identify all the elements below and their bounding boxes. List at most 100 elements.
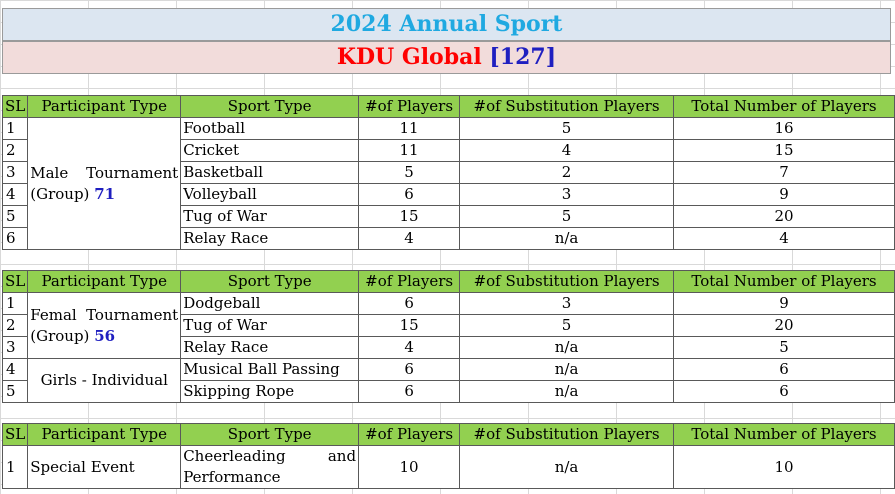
cell-subs[interactable]: n/a	[459, 227, 674, 250]
header-players[interactable]: #of Players	[358, 423, 461, 446]
cell-sport[interactable]: Basketball	[180, 161, 360, 184]
header-sl[interactable]: SL	[1, 95, 29, 118]
cell-total[interactable]: 5	[673, 336, 895, 359]
cell-participant-type[interactable]: Girls - Individual	[27, 358, 182, 403]
cell-subs[interactable]: 5	[459, 314, 675, 337]
header-substitution-players[interactable]: #of Substitution Players	[459, 423, 675, 446]
cell-sport[interactable]: Tug of War	[180, 314, 360, 337]
cell-sl[interactable]: 3	[1, 336, 29, 359]
cell-sl[interactable]: 2	[1, 139, 29, 162]
cell-subs[interactable]: n/a	[459, 445, 675, 489]
table-row: 6 Relay Race 4 n/a 4	[1, 227, 895, 250]
cell-sl[interactable]: 3	[1, 161, 29, 184]
cell-total[interactable]: 16	[673, 117, 895, 140]
cell-sl[interactable]: 1	[1, 117, 29, 140]
cell-players[interactable]: 15	[358, 205, 461, 228]
header-sport-type[interactable]: Sport Type	[180, 270, 360, 293]
cell-players[interactable]: 6	[358, 292, 461, 315]
header-participant-type[interactable]: Participant Type	[27, 423, 182, 446]
cell-total[interactable]: 10	[673, 445, 895, 489]
cell-sl[interactable]: 2	[1, 314, 29, 337]
table-row: 4 Girls - Individual Musical Ball Passin…	[1, 358, 895, 403]
page-title[interactable]: 2024 Annual Sport	[2, 8, 891, 41]
cell-sl[interactable]: 5	[1, 380, 29, 403]
cell-subs[interactable]: 5	[459, 205, 674, 228]
table-row: 5 Skipping Rope 6 n/a 6	[1, 380, 895, 403]
table-row: 1 Male Tournament (Group) 71 Football 11…	[1, 117, 895, 250]
cell-sport[interactable]: Volleyball	[180, 183, 360, 206]
cell-participant-type[interactable]: Male Tournament (Group) 71	[27, 117, 182, 250]
cell-sl[interactable]: 1	[1, 445, 29, 489]
cell-total[interactable]: 4	[673, 227, 895, 250]
cell-subs[interactable]: n/a	[459, 336, 675, 359]
header-substitution-players[interactable]: #of Substitution Players	[459, 270, 675, 293]
header-participant-type[interactable]: Participant Type	[27, 95, 182, 118]
cell-total[interactable]: 20	[673, 314, 895, 337]
cell-subs[interactable]: 5	[459, 117, 674, 140]
header-total-players[interactable]: Total Number of Players	[673, 95, 895, 118]
cell-participant-type[interactable]: Femal Tournament (Group) 56	[27, 292, 182, 359]
table-row: 1 Special Event Cheerleading and Perform…	[1, 445, 895, 489]
cell-sport[interactable]: Cheerleading and Performance	[180, 445, 360, 489]
cell-players[interactable]: 11	[358, 139, 461, 162]
cell-players[interactable]: 6	[358, 183, 461, 206]
cell-players[interactable]: 4	[358, 336, 461, 359]
cell-sport[interactable]: Tug of War	[180, 205, 360, 228]
cell-sl[interactable]: 1	[1, 292, 29, 315]
cell-total[interactable]: 6	[673, 358, 895, 381]
cell-participant-type[interactable]: Special Event	[27, 445, 182, 489]
male-tournament-table: SL Participant Type Sport Type #of Playe…	[1, 95, 895, 250]
header-sport-type[interactable]: Sport Type	[180, 423, 360, 446]
table-row: 5 Tug of War 15 5 20	[1, 205, 895, 228]
cell-total[interactable]: 6	[673, 380, 895, 403]
subtitle-count: [127]	[489, 44, 557, 70]
cell-subs[interactable]: 3	[459, 183, 674, 206]
cell-sport[interactable]: Relay Race	[180, 336, 360, 359]
cell-total[interactable]: 9	[673, 292, 895, 315]
cell-total[interactable]: 9	[673, 183, 895, 206]
cell-sl[interactable]: 4	[1, 183, 29, 206]
group-count: 71	[94, 184, 116, 203]
cell-sport[interactable]: Relay Race	[180, 227, 360, 250]
header-substitution-players[interactable]: #of Substitution Players	[459, 95, 674, 118]
cell-total[interactable]: 20	[673, 205, 895, 228]
cell-total[interactable]: 15	[673, 139, 895, 162]
cell-subs[interactable]: 2	[459, 161, 674, 184]
cell-subs[interactable]: n/a	[459, 380, 675, 403]
cell-players[interactable]: 10	[358, 445, 461, 489]
table-header-row: SL Participant Type Sport Type #of Playe…	[1, 95, 895, 118]
header-sport-type[interactable]: Sport Type	[180, 95, 360, 118]
header-total-players[interactable]: Total Number of Players	[673, 270, 895, 293]
cell-players[interactable]: 6	[358, 380, 461, 403]
female-tournament-table: SL Participant Type Sport Type #of Playe…	[1, 270, 895, 403]
special-event-table: SL Participant Type Sport Type #of Playe…	[1, 423, 895, 489]
table-row: 3 Basketball 5 2 7	[1, 161, 895, 184]
cell-sport[interactable]: Musical Ball Passing	[180, 358, 360, 381]
header-players[interactable]: #of Players	[358, 270, 461, 293]
header-participant-type[interactable]: Participant Type	[27, 270, 182, 293]
cell-players[interactable]: 11	[358, 117, 461, 140]
header-sl[interactable]: SL	[1, 270, 29, 293]
cell-sport[interactable]: Skipping Rope	[180, 380, 360, 403]
cell-subs[interactable]: 4	[459, 139, 674, 162]
table-header-row: SL Participant Type Sport Type #of Playe…	[1, 423, 895, 446]
cell-players[interactable]: 4	[358, 227, 461, 250]
header-sl[interactable]: SL	[1, 423, 29, 446]
cell-total[interactable]: 7	[673, 161, 895, 184]
cell-players[interactable]: 15	[358, 314, 461, 337]
cell-subs[interactable]: n/a	[459, 358, 675, 381]
cell-sport[interactable]: Football	[180, 117, 360, 140]
cell-sport[interactable]: Cricket	[180, 139, 360, 162]
table-header-row: SL Participant Type Sport Type #of Playe…	[1, 270, 895, 293]
cell-sl[interactable]: 6	[1, 227, 29, 250]
cell-sl[interactable]: 4	[1, 358, 29, 381]
cell-players[interactable]: 6	[358, 358, 461, 381]
cell-sl[interactable]: 5	[1, 205, 29, 228]
cell-subs[interactable]: 3	[459, 292, 675, 315]
cell-sport[interactable]: Dodgeball	[180, 292, 360, 315]
header-players[interactable]: #of Players	[358, 95, 461, 118]
page-subtitle[interactable]: KDU Global [127]	[2, 41, 891, 74]
header-total-players[interactable]: Total Number of Players	[673, 423, 895, 446]
group-label: Male Tournament (Group)	[30, 163, 179, 203]
cell-players[interactable]: 5	[358, 161, 461, 184]
